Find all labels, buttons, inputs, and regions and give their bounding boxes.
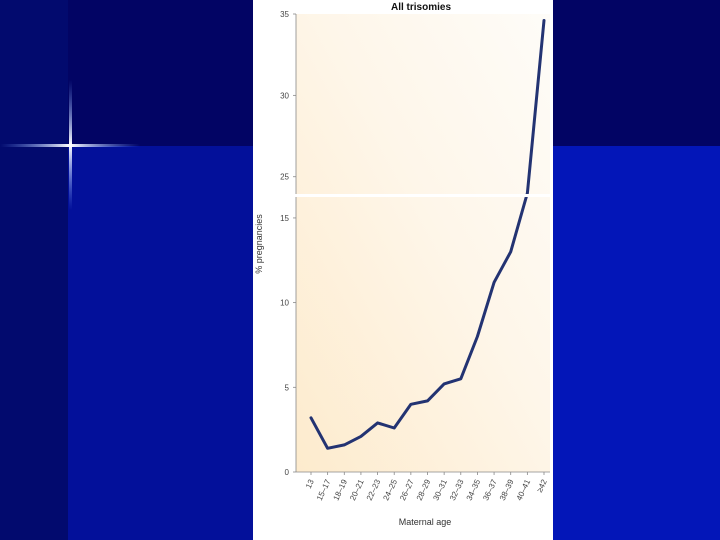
y-axis-label: % pregnancies (254, 214, 264, 274)
x-tick-label: 20–21 (348, 478, 366, 502)
data-point (377, 422, 379, 424)
chart-card: All trisomies 0 5 10 15 25 30 35 13 15–17 18–19 20… (253, 0, 553, 540)
x-tick-label: 15–17 (315, 478, 333, 502)
x-tick-label: 34–35 (465, 478, 483, 502)
x-tick-label: 18–19 (332, 478, 350, 502)
data-point (510, 251, 512, 253)
data-point (460, 378, 462, 380)
data-point (476, 336, 478, 337)
data-point (410, 403, 412, 405)
x-tick-label: 40–41 (515, 478, 533, 502)
trisomy-line-chart: All trisomies 0 5 10 15 25 30 35 13 15–17 18–19 20… (254, 2, 553, 527)
x-tick-label: ≥42 (535, 478, 549, 494)
x-tick-label: 38–39 (498, 478, 516, 502)
data-point (427, 400, 428, 402)
y-tick-label: 0 (285, 468, 290, 477)
x-tick-label: 13 (304, 478, 316, 490)
data-point (327, 447, 329, 449)
x-tick-label: 22–23 (365, 478, 383, 502)
data-point (526, 192, 528, 194)
x-tick-label: 24–25 (381, 478, 399, 502)
background-middle-panel (68, 146, 253, 540)
background-right-panel (553, 146, 720, 540)
y-tick-label: 35 (280, 10, 289, 19)
data-point (310, 417, 312, 419)
axis-break-gap (273, 194, 553, 197)
data-point (343, 444, 345, 446)
y-tick-label: 25 (280, 173, 289, 182)
y-tick-label: 30 (280, 91, 289, 100)
data-point (543, 20, 545, 22)
chart-title: All trisomies (391, 2, 451, 13)
data-point (393, 427, 395, 429)
x-tick-label: 30–31 (431, 478, 449, 502)
data-point (443, 383, 445, 385)
x-tick-label: 32–33 (448, 478, 466, 502)
y-tick-label: 5 (285, 383, 290, 392)
plot-area (296, 14, 550, 472)
x-tick-label: 36–37 (481, 478, 499, 502)
y-tick-label: 10 (280, 299, 289, 308)
data-point (360, 435, 362, 437)
background-left-strip (0, 0, 68, 540)
x-axis-label: Maternal age (399, 517, 452, 527)
x-tick-label: 26–27 (398, 478, 416, 502)
data-point (493, 281, 495, 283)
y-tick-label: 15 (280, 214, 289, 223)
x-tick-label: 28–29 (415, 478, 433, 502)
sparkle-decoration (0, 80, 140, 210)
